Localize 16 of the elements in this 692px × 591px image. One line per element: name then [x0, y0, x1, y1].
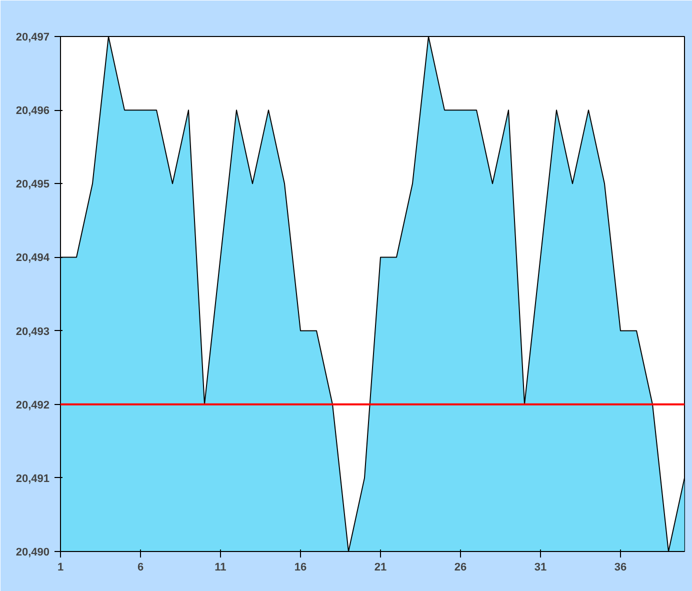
- y-tick-label: 20,496: [16, 105, 50, 118]
- y-tick-label: 20,492: [16, 399, 50, 412]
- x-tick-label: 6: [137, 562, 144, 574]
- x-tick-label: 11: [214, 562, 226, 574]
- x-tick-label: 16: [294, 562, 307, 574]
- y-tick-label: 20,494: [16, 252, 50, 264]
- y-tick-label: 20,497: [16, 32, 50, 44]
- x-tick-label: 26: [454, 562, 467, 574]
- y-tick-label: 20,491: [16, 472, 50, 485]
- y-tick-label: 20,493: [16, 326, 50, 338]
- x-tick-label: 21: [374, 562, 387, 574]
- x-tick-label: 36: [614, 562, 627, 574]
- x-tick-label: 1: [57, 562, 64, 574]
- y-tick-label: 20,495: [16, 178, 50, 191]
- y-tick-label: 20,490: [16, 546, 50, 558]
- x-tick-label: 31: [534, 562, 547, 574]
